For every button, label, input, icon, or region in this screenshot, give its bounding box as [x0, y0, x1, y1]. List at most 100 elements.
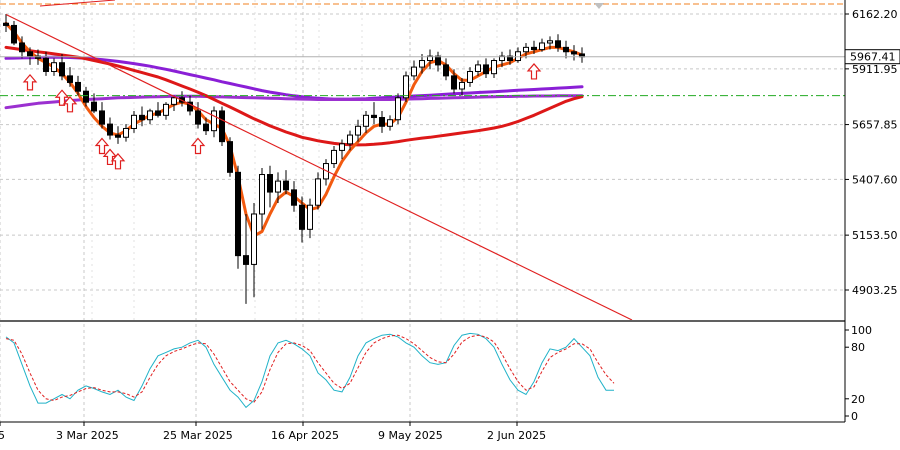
candle-bear — [443, 64, 449, 77]
candle-bull — [347, 134, 353, 145]
candle-bear — [267, 174, 273, 193]
candle-bear — [379, 117, 385, 127]
fractal-up-arrow-icon — [54, 89, 70, 106]
candle-bear — [531, 46, 537, 51]
candle-bull — [491, 60, 497, 75]
candle-bull — [123, 127, 129, 138]
candle-bull — [211, 110, 217, 132]
candle-bear — [451, 75, 457, 90]
candle-bull — [475, 64, 481, 72]
candle-bull — [251, 213, 257, 265]
price-axis-label: 5407.60 — [852, 173, 898, 186]
candle-bear — [75, 81, 81, 92]
candle-bull — [315, 178, 321, 206]
scroll-marker-icon — [594, 3, 604, 9]
candle-bear — [507, 55, 513, 62]
oscillator-layer — [5, 332, 615, 409]
candle-bear — [67, 75, 73, 83]
candle-bear — [99, 110, 105, 125]
candle-bear — [27, 51, 33, 57]
candle-bear — [19, 42, 25, 53]
candle-bull — [499, 55, 505, 62]
candle-bull — [515, 51, 521, 62]
candle-bull — [427, 55, 433, 62]
ma-purple-lower-line — [4, 94, 584, 110]
candle-bear — [371, 114, 377, 119]
candle-bear — [35, 55, 41, 59]
candle-bear — [555, 40, 561, 48]
candle-bear — [227, 141, 233, 173]
candle-bear — [155, 110, 161, 116]
candle-bear — [115, 134, 121, 138]
date-axis-label: 25 Mar 2025 — [163, 429, 233, 442]
oscillator-axis-label: 20 — [851, 393, 865, 406]
oscillator-axis-label: 80 — [851, 341, 865, 354]
overlay-layer — [0, 0, 845, 321]
trendline-upper — [39, 0, 116, 7]
fractal-up-arrow-icon — [94, 137, 110, 155]
candle-bear — [571, 51, 577, 55]
candle-bear — [187, 101, 193, 112]
candle-bull — [307, 204, 313, 230]
price-axis-label: 6162.20 — [852, 8, 898, 21]
candle-bear — [291, 189, 297, 206]
candle-bull — [147, 110, 153, 121]
candle-bull — [467, 70, 473, 83]
date-axis-label: 5 — [0, 429, 5, 442]
candle-bear — [11, 24, 17, 44]
candle-bull — [523, 46, 529, 53]
candle-bear — [43, 57, 49, 72]
candle-bull — [411, 66, 417, 77]
current-price-box — [844, 49, 900, 65]
candle-bear — [195, 110, 201, 125]
price-axis-label: 4903.25 — [852, 284, 898, 297]
candle-bull — [395, 97, 401, 121]
date-axis-label: 3 Mar 2025 — [56, 429, 119, 442]
candle-bull — [163, 103, 169, 116]
trendline — [5, 13, 633, 321]
oscillator-axis-label: 100 — [851, 324, 872, 337]
candle-bear — [59, 62, 65, 77]
candle-bear — [243, 255, 249, 265]
candle-bull — [259, 174, 265, 215]
oscillator-axis-label: 0 — [851, 410, 858, 423]
fractal-up-arrow-icon — [110, 152, 126, 170]
candle-bull — [355, 125, 361, 136]
candle-bull — [363, 114, 369, 127]
pane-separator — [0, 320, 845, 322]
candle-bear — [3, 22, 9, 26]
candle-bear — [219, 110, 225, 143]
candle-bull — [403, 75, 409, 99]
candle-bear — [203, 123, 209, 132]
candle-bull — [547, 40, 553, 44]
candle-bull — [387, 119, 393, 127]
candle-bear — [563, 46, 569, 53]
candle-bull — [331, 149, 337, 165]
date-axis-label: 2 Jun 2025 — [487, 429, 546, 442]
candle-bull — [275, 180, 281, 193]
candle-bull — [171, 97, 177, 105]
candle-bear — [107, 123, 113, 136]
fractal-up-arrow-icon — [526, 63, 542, 80]
candle-bear — [283, 180, 289, 191]
fractal-up-arrow-icon — [62, 95, 78, 113]
candle-bear — [91, 101, 97, 112]
stochastic-signal-line — [5, 334, 615, 403]
candle-bear — [235, 171, 241, 257]
candle-bull — [131, 114, 137, 129]
fractal-up-arrow-icon — [22, 73, 38, 91]
date-axis-label: 9 May 2025 — [378, 429, 443, 442]
candle-bear — [483, 64, 489, 75]
candle-bear — [435, 55, 441, 66]
price-axis-label: 5911.95 — [852, 63, 898, 76]
date-axis-label: 16 Apr 2025 — [271, 429, 339, 442]
candle-bear — [83, 90, 89, 103]
stochastic-main-line — [5, 332, 614, 409]
candle-bull — [539, 42, 545, 51]
price-axis-label: 5657.85 — [852, 119, 898, 132]
price-axis-label: 5153.50 — [852, 229, 898, 242]
fractal-up-arrow-icon — [190, 137, 206, 155]
